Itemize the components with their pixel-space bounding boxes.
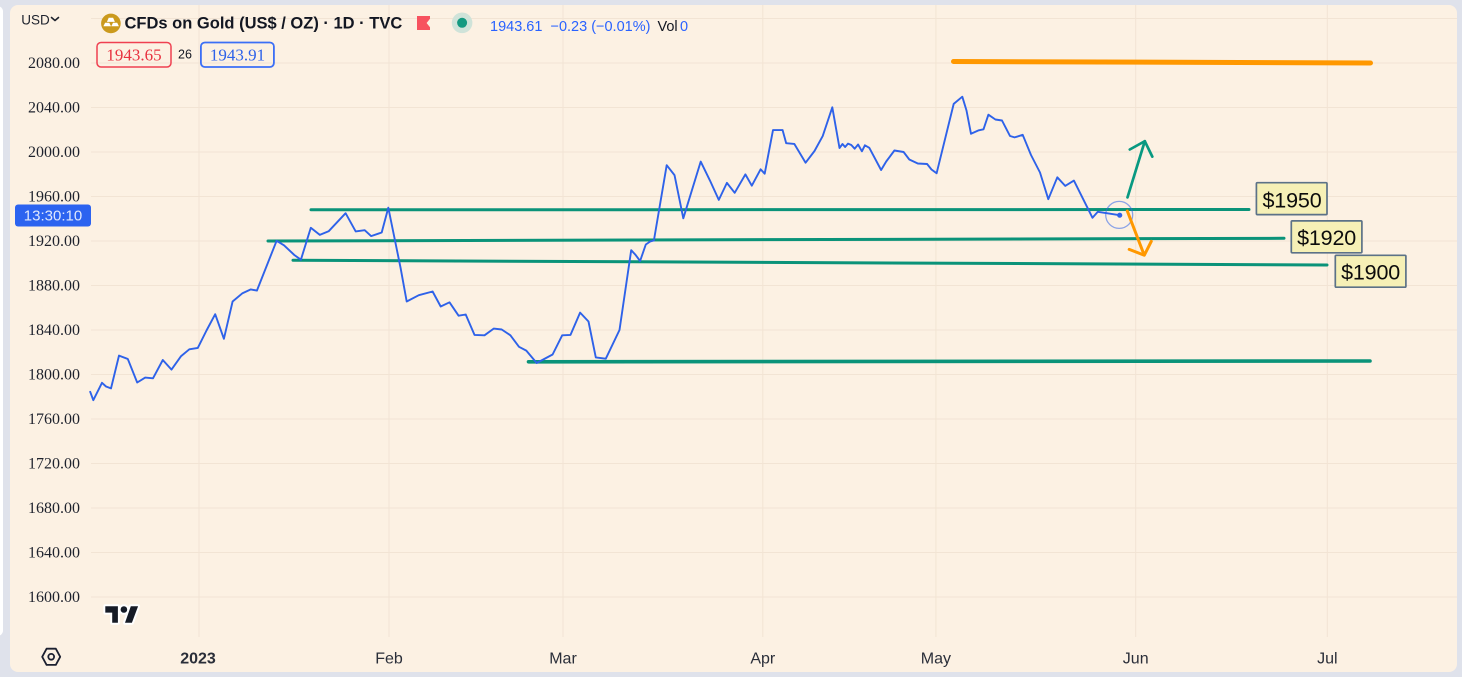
svg-text:$1900: $1900	[1341, 260, 1400, 284]
svg-text:1720.00: 1720.00	[28, 455, 80, 472]
svg-text:1600.00: 1600.00	[28, 589, 80, 606]
svg-text:Feb: Feb	[375, 651, 403, 668]
svg-text:USD: USD	[21, 12, 50, 27]
svg-text:2040.00: 2040.00	[28, 99, 80, 116]
svg-text:1943.61 −0.23 (−0.01%): 1943.61 −0.23 (−0.01%)	[490, 19, 650, 35]
svg-text:1680.00: 1680.00	[28, 500, 80, 517]
svg-text:13:30:10: 13:30:10	[24, 208, 82, 225]
svg-text:May: May	[921, 651, 951, 668]
svg-text:1960.00: 1960.00	[28, 188, 80, 205]
svg-text:1640.00: 1640.00	[28, 544, 80, 561]
svg-text:1840.00: 1840.00	[28, 322, 80, 339]
svg-text:Apr: Apr	[750, 651, 776, 668]
svg-text:1880.00: 1880.00	[28, 277, 80, 294]
svg-text:1943.91: 1943.91	[210, 46, 265, 65]
svg-text:1760.00: 1760.00	[28, 411, 80, 428]
svg-text:1800.00: 1800.00	[28, 366, 80, 383]
svg-text:2000.00: 2000.00	[28, 144, 80, 161]
svg-text:2023: 2023	[180, 651, 216, 668]
svg-text:1920.00: 1920.00	[28, 233, 80, 250]
svg-text:2080.00: 2080.00	[28, 55, 80, 72]
svg-text:$1950: $1950	[1262, 188, 1321, 212]
svg-text:Jul: Jul	[1317, 651, 1337, 668]
svg-text:Jun: Jun	[1123, 651, 1149, 668]
svg-text:Vol: Vol	[658, 19, 678, 35]
svg-text:0: 0	[680, 19, 688, 35]
svg-text:CFDs on Gold (US$ / OZ) · 1D ·: CFDs on Gold (US$ / OZ) · 1D · TVC	[125, 15, 403, 33]
svg-text:26: 26	[178, 48, 192, 62]
svg-text:$1920: $1920	[1297, 226, 1356, 250]
svg-text:Mar: Mar	[549, 651, 577, 668]
svg-text:1943.65: 1943.65	[106, 46, 161, 65]
